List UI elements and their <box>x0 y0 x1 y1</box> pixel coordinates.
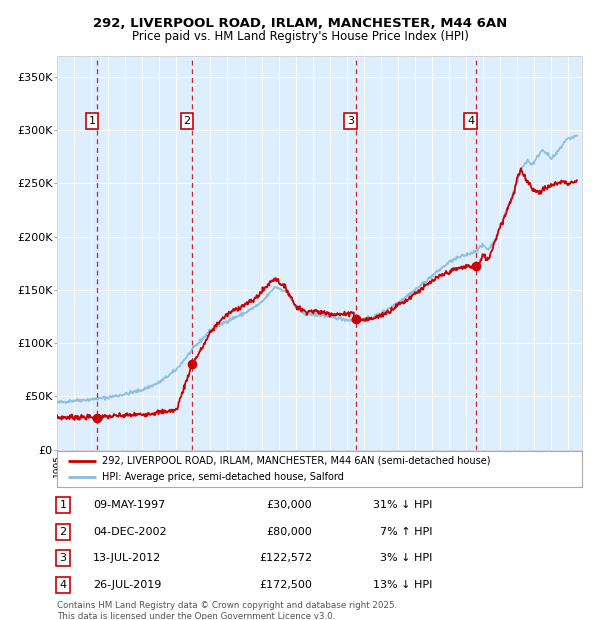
Text: Contains HM Land Registry data © Crown copyright and database right 2025.
This d: Contains HM Land Registry data © Crown c… <box>57 601 397 620</box>
Text: £172,500: £172,500 <box>259 580 312 590</box>
Text: 13% ↓ HPI: 13% ↓ HPI <box>373 580 432 590</box>
Text: 292, LIVERPOOL ROAD, IRLAM, MANCHESTER, M44 6AN: 292, LIVERPOOL ROAD, IRLAM, MANCHESTER, … <box>93 17 507 30</box>
Text: 1: 1 <box>89 116 95 126</box>
Text: £80,000: £80,000 <box>266 526 312 537</box>
Text: 13-JUL-2012: 13-JUL-2012 <box>93 553 161 564</box>
Text: 4: 4 <box>467 116 474 126</box>
Text: 1: 1 <box>59 500 67 510</box>
Text: 04-DEC-2002: 04-DEC-2002 <box>93 526 167 537</box>
Text: 09-MAY-1997: 09-MAY-1997 <box>93 500 165 510</box>
Text: 2: 2 <box>59 526 67 537</box>
Text: £122,572: £122,572 <box>259 553 312 564</box>
Text: 3: 3 <box>59 553 67 564</box>
Text: 292, LIVERPOOL ROAD, IRLAM, MANCHESTER, M44 6AN (semi-detached house): 292, LIVERPOOL ROAD, IRLAM, MANCHESTER, … <box>101 456 490 466</box>
Text: 7% ↑ HPI: 7% ↑ HPI <box>380 526 432 537</box>
Text: 26-JUL-2019: 26-JUL-2019 <box>93 580 161 590</box>
Text: £30,000: £30,000 <box>266 500 312 510</box>
Text: 4: 4 <box>59 580 67 590</box>
Text: 2: 2 <box>184 116 190 126</box>
Text: 3% ↓ HPI: 3% ↓ HPI <box>380 553 432 564</box>
Text: 3: 3 <box>347 116 354 126</box>
Text: Price paid vs. HM Land Registry's House Price Index (HPI): Price paid vs. HM Land Registry's House … <box>131 30 469 43</box>
Text: HPI: Average price, semi-detached house, Salford: HPI: Average price, semi-detached house,… <box>101 472 343 482</box>
Text: 31% ↓ HPI: 31% ↓ HPI <box>373 500 432 510</box>
